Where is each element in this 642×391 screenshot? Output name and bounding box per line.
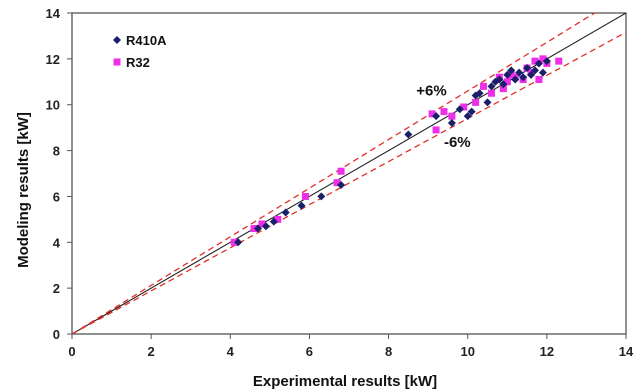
y-tick-label: 2 <box>53 281 60 296</box>
x-tick-label: 8 <box>385 344 392 359</box>
x-tick-label: 14 <box>619 344 634 359</box>
point-r32 <box>440 108 448 116</box>
x-tick-label: 0 <box>68 344 75 359</box>
point-r410a <box>530 66 539 75</box>
series-r32 <box>230 55 563 246</box>
x-axis-title: Experimental results [kW] <box>253 373 437 390</box>
point-r32 <box>337 167 345 175</box>
point-r32 <box>487 89 495 97</box>
point-r410a <box>269 217 278 226</box>
point-r410a <box>542 57 551 66</box>
point-r32 <box>480 82 488 90</box>
point-r32 <box>499 85 507 93</box>
point-r32 <box>301 192 309 200</box>
point-r410a <box>297 201 306 210</box>
x-tick-label: 4 <box>227 344 235 359</box>
point-r410a <box>281 208 290 217</box>
data-points <box>230 55 563 247</box>
x-tick-label: 6 <box>306 344 313 359</box>
legend-marker-r32 <box>113 58 121 66</box>
reference-line-upper <box>72 13 596 334</box>
point-r410a <box>463 112 472 121</box>
x-tick-label: 2 <box>148 344 155 359</box>
point-r32 <box>274 215 282 223</box>
point-r410a <box>234 238 243 247</box>
point-r32 <box>432 126 440 134</box>
point-r410a <box>483 98 492 107</box>
x-axis-ticks: 0 2 4 6 8 10 12 14 <box>68 334 634 359</box>
plot-area-border <box>71 12 627 335</box>
point-r410a <box>317 192 326 201</box>
annotations: +6% -6% <box>416 83 470 152</box>
y-tick-label: 12 <box>46 52 60 67</box>
point-r410a <box>538 68 547 77</box>
y-tick-label: 0 <box>53 327 60 342</box>
y-tick-label: 6 <box>53 189 60 204</box>
point-r410a <box>515 68 524 77</box>
reference-line-identity <box>72 13 626 334</box>
point-r410a <box>491 77 500 86</box>
point-r410a <box>261 222 270 231</box>
y-tick-label: 8 <box>53 144 60 159</box>
annotation-label: -6% <box>444 134 471 151</box>
point-r32 <box>539 55 547 63</box>
point-r32 <box>503 78 511 86</box>
plot-frame <box>71 12 627 335</box>
point-r410a <box>503 70 512 79</box>
y-tick-label: 4 <box>53 235 61 250</box>
y-tick-label: 10 <box>46 98 60 113</box>
point-r410a <box>511 75 520 84</box>
point-r410a <box>447 119 456 128</box>
legend-marker-r410a <box>113 36 121 44</box>
legend: R410A R32 <box>113 33 167 70</box>
point-r410a <box>523 64 532 73</box>
point-r32 <box>333 179 341 187</box>
point-r410a <box>475 89 484 98</box>
point-r410a <box>507 66 516 75</box>
point-r32 <box>472 98 480 106</box>
point-r410a <box>527 70 536 79</box>
point-r32 <box>555 57 563 65</box>
point-r410a <box>499 80 508 89</box>
point-r32 <box>428 110 436 118</box>
point-r410a <box>519 73 528 82</box>
point-r32 <box>448 112 456 120</box>
annotation-label: +6% <box>416 83 446 100</box>
point-r32 <box>531 57 539 65</box>
x-tick-label: 12 <box>540 344 554 359</box>
point-r410a <box>455 105 464 114</box>
y-axis-ticks: 0 2 4 6 8 10 12 14 <box>46 6 72 342</box>
reference-lines <box>72 13 626 334</box>
point-r32 <box>460 103 468 111</box>
x-tick-label: 10 <box>460 344 474 359</box>
legend-label-r410a: R410A <box>126 33 167 48</box>
y-tick-label: 14 <box>46 6 61 21</box>
series-r410a <box>234 57 551 247</box>
point-r410a <box>253 224 262 233</box>
legend-label-r32: R32 <box>126 55 150 70</box>
point-r410a <box>534 59 543 68</box>
point-r410a <box>337 180 346 189</box>
point-r410a <box>487 82 496 91</box>
point-r32 <box>535 75 543 83</box>
point-r32 <box>258 220 266 228</box>
point-r410a <box>467 107 476 116</box>
reference-line-lower <box>72 31 626 334</box>
point-r410a <box>404 130 413 139</box>
point-r410a <box>432 112 441 121</box>
y-axis-title: Modeling results [kW] <box>15 112 32 268</box>
